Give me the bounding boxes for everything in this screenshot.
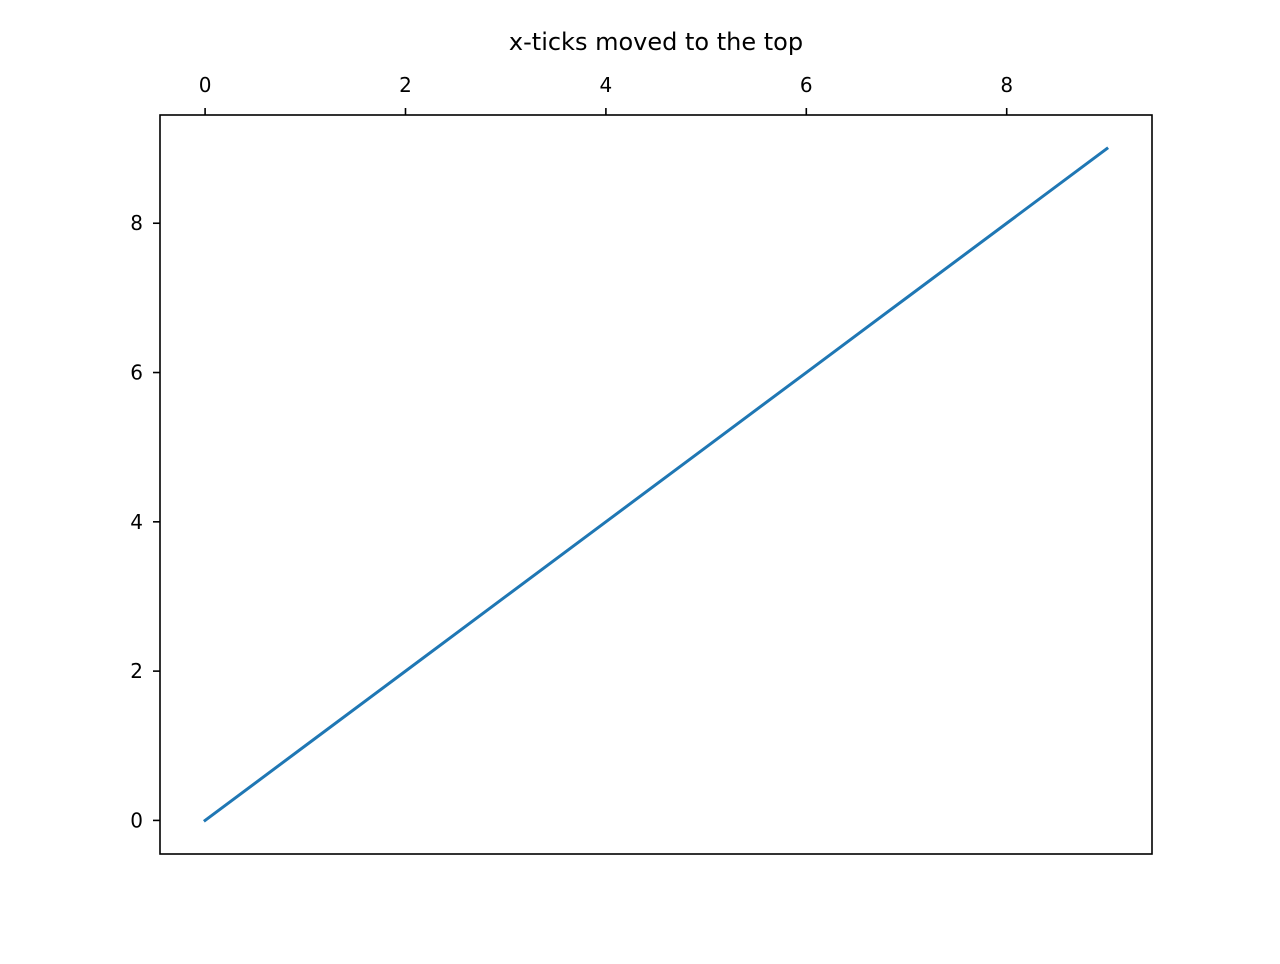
x-tick-label: 2 bbox=[399, 73, 412, 97]
y-tick-label: 6 bbox=[130, 361, 143, 385]
x-tick-label: 0 bbox=[199, 73, 212, 97]
y-tick-label: 0 bbox=[130, 808, 143, 832]
ticks-layer: 0 2 4 6 8 0 2 4 6 8 bbox=[130, 73, 1013, 832]
series-layer bbox=[202, 146, 1110, 823]
x-tick-label: 4 bbox=[600, 73, 613, 97]
x-tick-label: 8 bbox=[1000, 73, 1013, 97]
y-tick-label: 2 bbox=[130, 659, 143, 683]
series-line bbox=[202, 146, 1110, 823]
chart-title: x-ticks moved to the top bbox=[509, 28, 803, 56]
y-tick-label: 4 bbox=[130, 510, 143, 534]
plot-frame bbox=[159, 114, 1153, 855]
x-tick-label: 6 bbox=[800, 73, 813, 97]
y-tick-label: 8 bbox=[130, 211, 143, 235]
